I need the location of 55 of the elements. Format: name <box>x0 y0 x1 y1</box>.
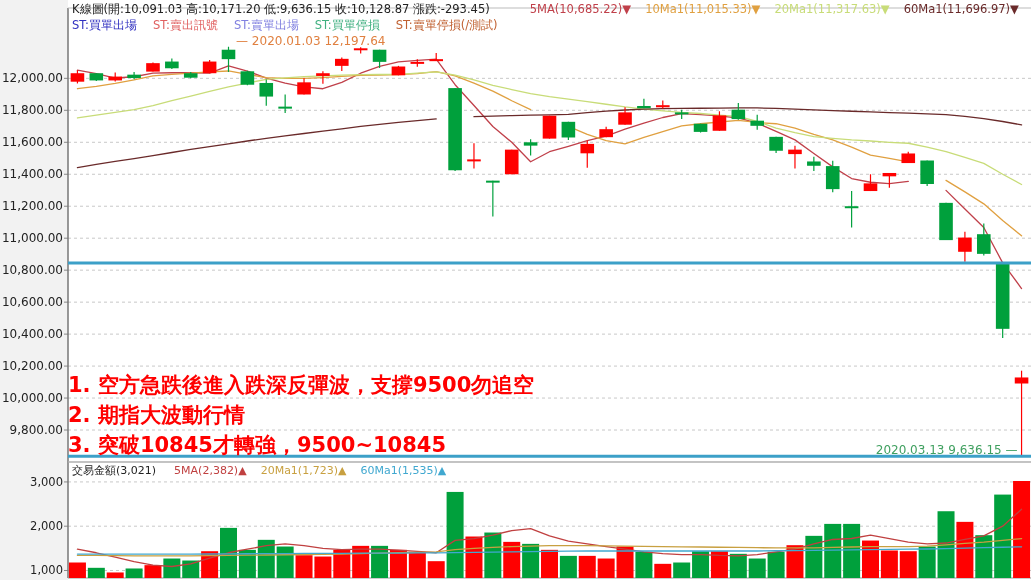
y-tick-label: 1,000 <box>30 563 63 578</box>
chart-title: K線圖(開:10,091.03 高:10,171.20 低:9,636.15 收:10,128.87 漲跌:-293.45) <box>72 2 490 16</box>
y-tick-label: 11,800.00 <box>1 103 63 118</box>
y-tick-label: 11,600.00 <box>1 135 63 150</box>
annotation: ST:買單停損 <box>314 18 380 32</box>
text: 10Ma1(11,015.33)▼ <box>645 2 761 16</box>
y-tick-label: 11,000.00 <box>1 231 63 246</box>
text: 60Ma1(1,535)▲ <box>360 464 447 477</box>
candlestick <box>825 160 840 193</box>
candlestick <box>316 70 330 85</box>
text: 20Ma1(11,317.63)▼ <box>774 2 890 16</box>
candlestick <box>637 98 651 109</box>
line-series <box>76 508 1023 568</box>
y-tick-label: 9,800.00 <box>9 423 63 438</box>
chart-title: 交易金額(3,021) <box>72 464 157 477</box>
candlestick <box>920 159 934 187</box>
candlestick <box>1014 370 1029 457</box>
annotation: ST:賣單出場 <box>233 18 299 32</box>
y-tick-label: 10,600.00 <box>1 295 63 310</box>
text: 5MA(2,382)▲ <box>174 464 248 477</box>
y-tick-label: 2,000 <box>30 519 63 534</box>
candlestick <box>958 231 972 263</box>
y-tick-label: 11,200.00 <box>1 199 63 214</box>
y-tick-label: 10,800.00 <box>1 263 63 278</box>
annotation: ST:賣單停損(/測試) <box>395 18 498 32</box>
candlestick <box>844 190 859 229</box>
annotation: 1. 空方急跌後進入跌深反彈波，支撐9500勿追空 <box>68 373 535 398</box>
candlestick <box>467 142 481 170</box>
y-tick-label: 11,400.00 <box>1 167 63 182</box>
annotation: 2020.03.13 9,636.15 — <box>875 443 1018 458</box>
line-series <box>76 537 1023 557</box>
y-tick-label: 12,000.00 <box>1 71 63 86</box>
text: 5MA(10,685.22)▼ <box>529 2 632 16</box>
y-tick-label: 10,400.00 <box>1 327 63 342</box>
candlestick <box>788 145 802 170</box>
y-tick-label: 10,200.00 <box>1 359 63 374</box>
annotation: — 2020.01.03 12,197.64 <box>236 34 386 48</box>
y-tick-label: 3,000 <box>30 474 63 489</box>
text: 20Ma1(1,723)▲ <box>260 464 347 477</box>
candlestick <box>486 180 500 218</box>
candlestick <box>807 156 821 172</box>
line-series <box>76 546 1023 555</box>
annotation: ST:賣出訊號 <box>152 18 218 32</box>
annotation: ST:買單出場 <box>72 18 137 32</box>
candlestick <box>712 110 727 132</box>
candlestick <box>977 222 991 257</box>
candlestick <box>221 46 236 73</box>
candlestick <box>278 93 292 114</box>
annotation: 3. 突破10845才轉強，9500~10845 <box>68 433 447 458</box>
candlestick <box>580 139 595 169</box>
annotation: 2. 期指大波動行情 <box>68 403 245 428</box>
line-series <box>76 71 1023 186</box>
text: 60Ma1(11,696.97)▼ <box>903 2 1020 16</box>
y-tick-label: 10,000.00 <box>1 391 63 406</box>
candlestick <box>259 79 274 107</box>
